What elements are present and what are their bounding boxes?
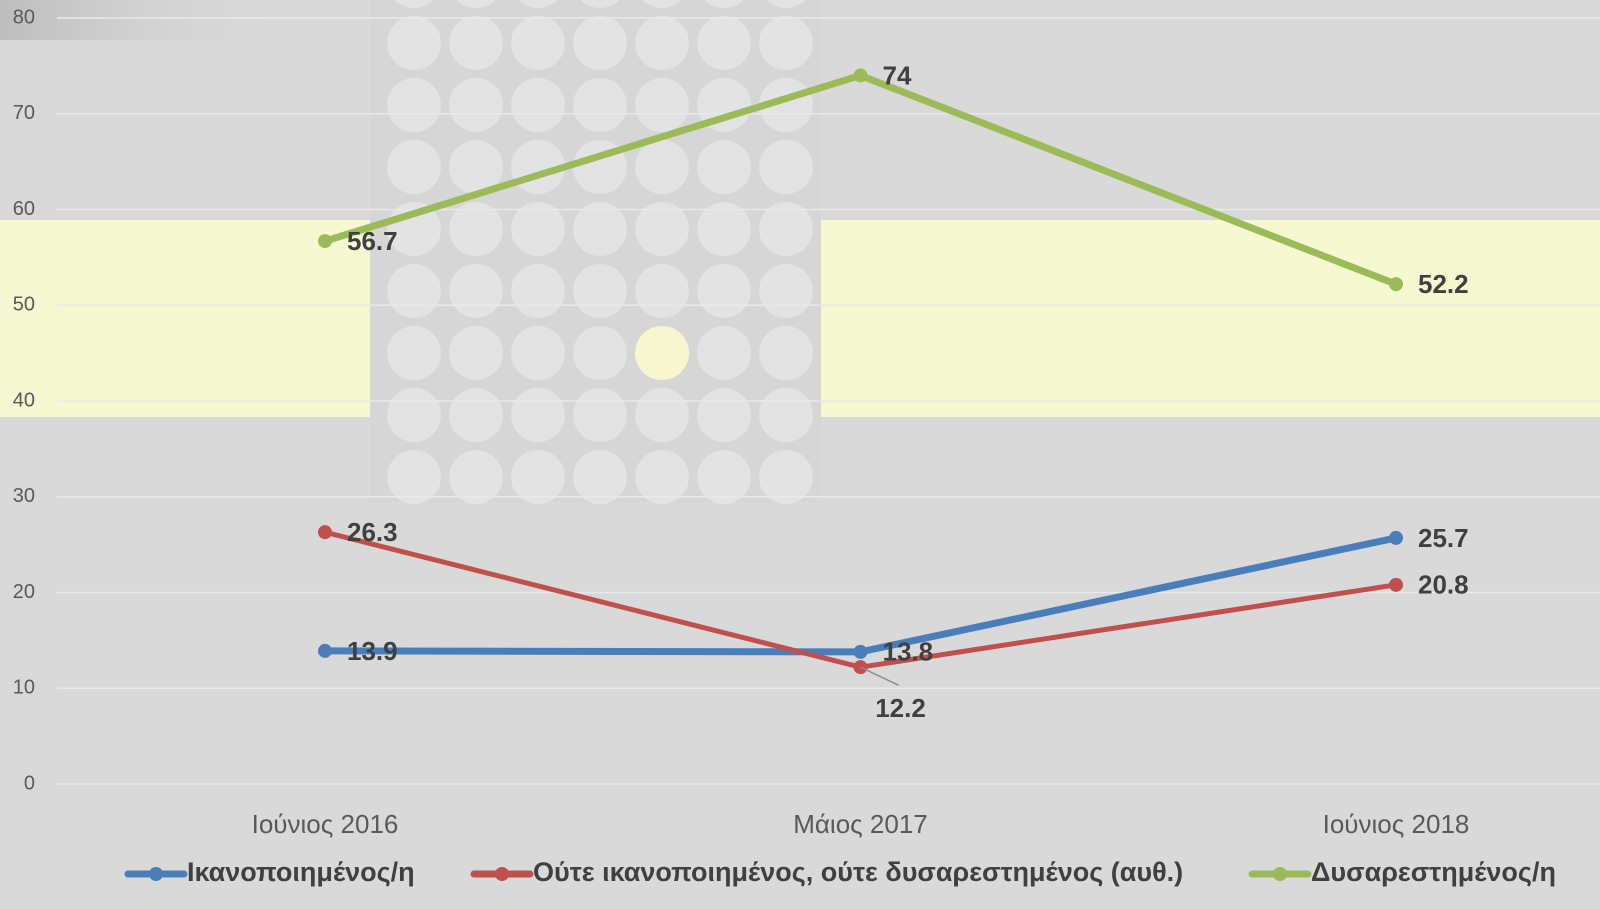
- y-tick-label: 50: [13, 294, 35, 316]
- decor-dot: [759, 140, 813, 194]
- data-point: [854, 645, 868, 659]
- legend-label: Ικανοποιημένος/η: [187, 857, 415, 887]
- decor-dot: [387, 140, 441, 194]
- y-tick-label: 70: [13, 102, 35, 124]
- legend-marker: [1273, 867, 1287, 881]
- decor-dot: [449, 326, 503, 380]
- decor-dot: [635, 326, 689, 380]
- decor-dot: [573, 78, 627, 132]
- data-point: [318, 525, 332, 539]
- y-tick-label: 30: [13, 485, 35, 507]
- decor-dot: [511, 16, 565, 70]
- decor-dot: [573, 16, 627, 70]
- decor-dot: [759, 388, 813, 442]
- legend-marker: [495, 867, 509, 881]
- decor-dot: [511, 326, 565, 380]
- decor-dot: [759, 264, 813, 318]
- data-label: 26.3: [347, 517, 398, 547]
- y-tick-label: 80: [13, 6, 35, 28]
- decor-dot: [759, 450, 813, 504]
- decor-dot: [511, 78, 565, 132]
- data-label: 13.9: [347, 636, 398, 666]
- legend-marker: [149, 867, 163, 881]
- decor-dot: [449, 388, 503, 442]
- decor-dot: [387, 450, 441, 504]
- decor-dot: [573, 450, 627, 504]
- data-point: [1389, 531, 1403, 545]
- data-point: [318, 234, 332, 248]
- decor-dot: [449, 16, 503, 70]
- decor-dot: [759, 16, 813, 70]
- decor-dot: [387, 264, 441, 318]
- decor-dot: [387, 78, 441, 132]
- data-point: [854, 68, 868, 82]
- data-point: [318, 644, 332, 658]
- decor-dot: [697, 264, 751, 318]
- x-tick-label: Ιούνιος 2016: [252, 809, 399, 839]
- decor-dot: [573, 264, 627, 318]
- data-label: 74: [883, 60, 912, 90]
- y-tick-label: 0: [24, 772, 35, 794]
- x-tick-label: Μάιος 2017: [793, 809, 928, 839]
- decor-dot: [635, 264, 689, 318]
- decor-dot: [573, 388, 627, 442]
- x-tick-label: Ιούνιος 2018: [1323, 809, 1470, 839]
- decor-dot: [511, 264, 565, 318]
- decor-dot: [697, 326, 751, 380]
- decor-dot: [573, 326, 627, 380]
- decor-dot: [697, 16, 751, 70]
- data-label: 20.8: [1418, 570, 1469, 600]
- decor-dot: [635, 450, 689, 504]
- data-point: [1389, 277, 1403, 291]
- decor-dot: [511, 388, 565, 442]
- legend-label: Δυσαρεστημένος/η: [1311, 857, 1556, 887]
- decor-dot: [387, 388, 441, 442]
- decor-dot: [759, 326, 813, 380]
- decor-dot: [449, 264, 503, 318]
- decor-dot: [635, 16, 689, 70]
- decor-dot: [635, 78, 689, 132]
- decor-dot: [511, 450, 565, 504]
- data-label: 25.7: [1418, 523, 1469, 553]
- data-label: 56.7: [347, 226, 398, 256]
- y-tick-label: 10: [13, 677, 35, 699]
- data-label: 13.8: [883, 637, 934, 667]
- y-tick-label: 20: [13, 581, 35, 603]
- decor-dot: [697, 140, 751, 194]
- legend-label: Ούτε ικανοποιημένος, ούτε δυσαρεστημένος…: [533, 857, 1183, 887]
- decor-dot: [387, 326, 441, 380]
- y-tick-label: 60: [13, 198, 35, 220]
- data-label: 12.2: [875, 693, 926, 723]
- decor-dot: [387, 16, 441, 70]
- decor-dot: [449, 450, 503, 504]
- decor-dot: [635, 388, 689, 442]
- decor-dot: [635, 140, 689, 194]
- chart: 0 10 20 30 40 50 60 70 80 Ιούνιος 2016 Μάιος 2017 Ι…: [0, 0, 1600, 909]
- decor-dot: [697, 450, 751, 504]
- decor-dot: [697, 388, 751, 442]
- data-label: 52.2: [1418, 269, 1469, 299]
- data-point: [1389, 578, 1403, 592]
- decor-dot: [449, 78, 503, 132]
- y-tick-label: 40: [13, 389, 35, 411]
- decor-shade: [0, 0, 300, 40]
- page: 0 10 20 30 40 50 60 70 80 Ιούνιος 2016 Μάιος 2017 Ι…: [0, 0, 1600, 909]
